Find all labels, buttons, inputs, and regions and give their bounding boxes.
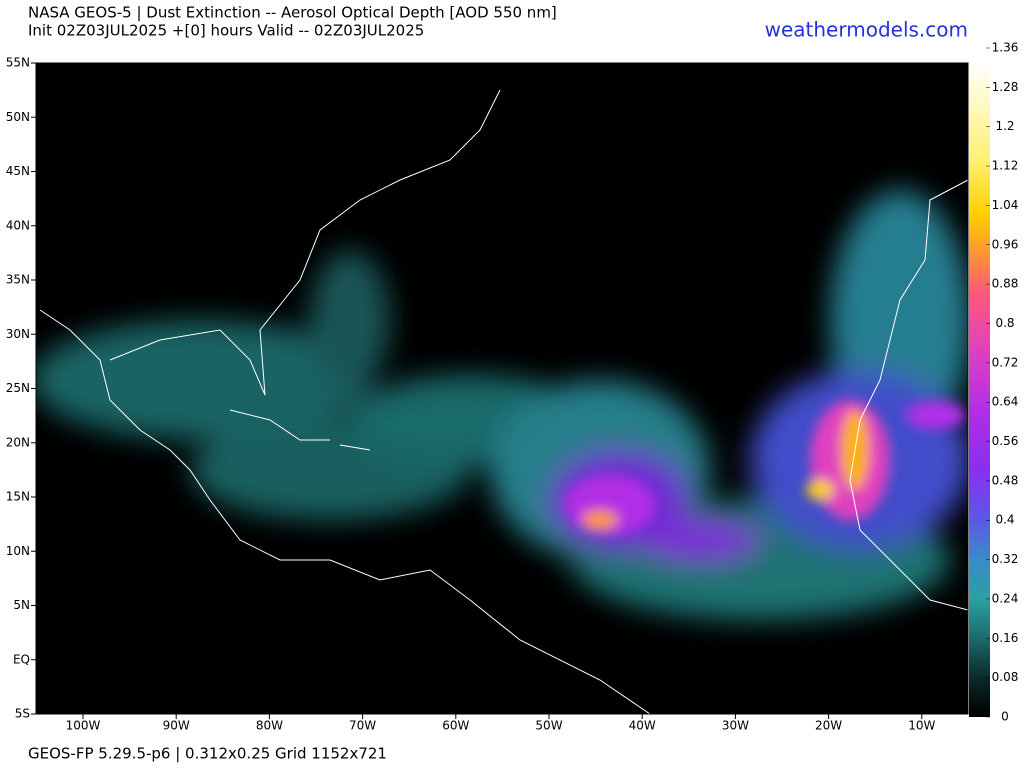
lat-label: 5N bbox=[13, 598, 30, 612]
colorbar-tick-label: 0.48 bbox=[992, 473, 1019, 487]
lon-label: 90W bbox=[163, 719, 190, 733]
colorbar-tick-label: 0.4 bbox=[995, 513, 1014, 527]
lat-label: 35N bbox=[6, 273, 30, 287]
colorbar-tick-label: 0.8 bbox=[995, 316, 1014, 330]
colorbar-tick-label: 1.28 bbox=[992, 80, 1019, 94]
lon-label: 20W bbox=[815, 719, 842, 733]
lat-label: 50N bbox=[6, 110, 30, 124]
colorbar-tick-label: 0.56 bbox=[992, 434, 1019, 448]
lon-label: 100W bbox=[66, 719, 101, 733]
colorbar-tick-label: 0.32 bbox=[992, 552, 1019, 566]
colorbar-tick-label: 0.16 bbox=[992, 631, 1019, 645]
dust-core bbox=[565, 400, 965, 535]
colorbar-tick-label: 1.04 bbox=[992, 198, 1019, 212]
colorbar-tick-label: 1.2 bbox=[995, 119, 1014, 133]
colorbar-tick-label: 0.72 bbox=[992, 355, 1019, 369]
lat-label: 40N bbox=[6, 218, 30, 232]
colorbar-tick-label: 1.12 bbox=[992, 159, 1019, 173]
footer: GEOS-FP 5.29.5-p6 | 0.312x0.25 Grid 1152… bbox=[28, 745, 387, 763]
colorbar-tick-label: 0 bbox=[1001, 710, 1009, 724]
subtitle: Init 02Z03JUL2025 +[0] hours Valid -- 02… bbox=[28, 22, 424, 40]
lat-label: 5S bbox=[15, 707, 30, 721]
colorbar-tick-label: 0.96 bbox=[992, 237, 1019, 251]
lat-label: 10N bbox=[6, 544, 30, 558]
map bbox=[36, 63, 968, 714]
lat-label: 25N bbox=[6, 381, 30, 395]
colorbar-tick-label: 0.64 bbox=[992, 395, 1019, 409]
lon-label: 30W bbox=[722, 719, 749, 733]
lat-label: 55N bbox=[6, 56, 30, 70]
colorbar-tick-label: 0.08 bbox=[992, 670, 1019, 684]
coastlines bbox=[39, 89, 968, 714]
lat-label: 15N bbox=[6, 490, 30, 504]
lat-label: 30N bbox=[6, 327, 30, 341]
lon-label: 60W bbox=[442, 719, 469, 733]
lat-label: EQ bbox=[13, 652, 30, 666]
lon-label: 80W bbox=[256, 719, 283, 733]
lat-label: 20N bbox=[6, 435, 30, 449]
colorbar-tick-label: 0.88 bbox=[992, 277, 1019, 291]
lat-label: 45N bbox=[6, 164, 30, 178]
colorbar-tick-label: 1.36 bbox=[992, 41, 1019, 55]
colorbar bbox=[969, 63, 990, 717]
title: NASA GEOS-5 | Dust Extinction -- Aerosol… bbox=[28, 4, 557, 22]
lon-label: 10W bbox=[908, 719, 935, 733]
lon-label: 70W bbox=[349, 719, 376, 733]
lon-label: 50W bbox=[535, 719, 562, 733]
lon-label: 40W bbox=[629, 719, 656, 733]
site-name: weathermodels.com bbox=[765, 18, 968, 42]
colorbar-tick-label: 0.24 bbox=[992, 591, 1019, 605]
